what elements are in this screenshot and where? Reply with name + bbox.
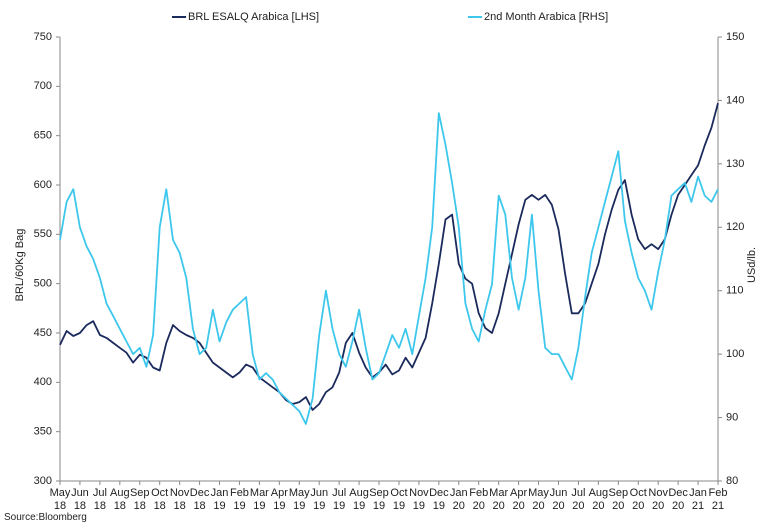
x-tick-label: Apr 20 (510, 487, 528, 512)
x-tick-label: Dec 18 (189, 487, 210, 512)
x-tick-label: Oct 18 (151, 487, 169, 512)
x-tick-label: Jan 21 (689, 487, 707, 512)
y-tick-label: 300 (34, 475, 52, 487)
y2-tick-label: 140 (726, 94, 744, 106)
y-axis-title: BRL/60Kg Bag (14, 229, 26, 302)
x-tick-label: Sep 20 (608, 487, 629, 512)
x-tick-label: May 18 (49, 487, 71, 512)
y-tick-label: 400 (34, 376, 52, 388)
legend-label: 2nd Month Arabica [RHS] (484, 11, 608, 23)
x-tick-label: Jun 18 (71, 487, 89, 512)
x-tick-label: Feb 20 (469, 487, 489, 512)
series-line (59, 112, 719, 425)
y2-tick-label: 100 (726, 348, 744, 360)
y2-tick-label: 80 (726, 475, 738, 487)
series-line (59, 102, 719, 411)
y-tick-label: 450 (34, 327, 52, 339)
y2-tick-label: 90 (726, 411, 738, 423)
x-tick-label: Aug 18 (110, 487, 130, 512)
y-tick-label: 500 (34, 278, 52, 290)
y2-tick-label: 150 (726, 31, 744, 43)
y2-tick-label: 110 (726, 285, 744, 297)
x-tick-label: Sep 18 (129, 487, 150, 512)
y-tick-label: 650 (34, 130, 52, 142)
x-tick-label: Aug 19 (349, 487, 369, 512)
y2-tick-label: 130 (726, 158, 744, 170)
x-tick-label: Nov 18 (169, 487, 190, 512)
x-tick-label: Dec 20 (668, 487, 688, 512)
x-tick-label: Jul 19 (332, 487, 347, 512)
x-tick-label: Sep 19 (369, 487, 389, 512)
x-tick-label: Jan 19 (210, 487, 229, 512)
x-tick-label: May 20 (528, 487, 549, 512)
x-tick-label: Jun 19 (310, 487, 329, 512)
y2-tick-label: 120 (726, 221, 744, 233)
x-tick-label: Feb 21 (708, 487, 728, 512)
x-tick-label: Jun 20 (549, 487, 568, 512)
x-tick-label: Mar 19 (249, 487, 269, 512)
x-tick-label: Dec 19 (429, 487, 449, 512)
y-tick-label: 350 (34, 426, 52, 438)
source: Source:Bloomberg (4, 512, 87, 523)
y-tick-label: 550 (34, 228, 52, 240)
x-tick-label: Aug 20 (588, 487, 609, 512)
y-tick-label: 750 (34, 31, 52, 43)
x-tick-label: Feb 19 (229, 487, 249, 512)
x-tick-label: Mar 20 (489, 487, 509, 512)
y-tick-label: 700 (34, 80, 52, 92)
x-tick-label: Jul 18 (92, 487, 107, 512)
x-tick-label: Nov 19 (409, 487, 429, 512)
x-tick-label: Oct 20 (629, 487, 647, 512)
x-tick-label: Oct 19 (390, 487, 408, 512)
legend-label: BRL ESALQ Arabica [LHS] (188, 11, 319, 23)
x-tick-label: Nov 20 (648, 487, 668, 512)
y-tick-label: 600 (34, 179, 52, 191)
x-tick-label: Jan 20 (449, 487, 468, 512)
x-tick-label: Apr 19 (270, 487, 288, 512)
x-tick-label: Jul 20 (571, 487, 586, 512)
x-tick-label: May 19 (288, 487, 310, 512)
y2-axis-title: USd/lb. (746, 247, 758, 283)
